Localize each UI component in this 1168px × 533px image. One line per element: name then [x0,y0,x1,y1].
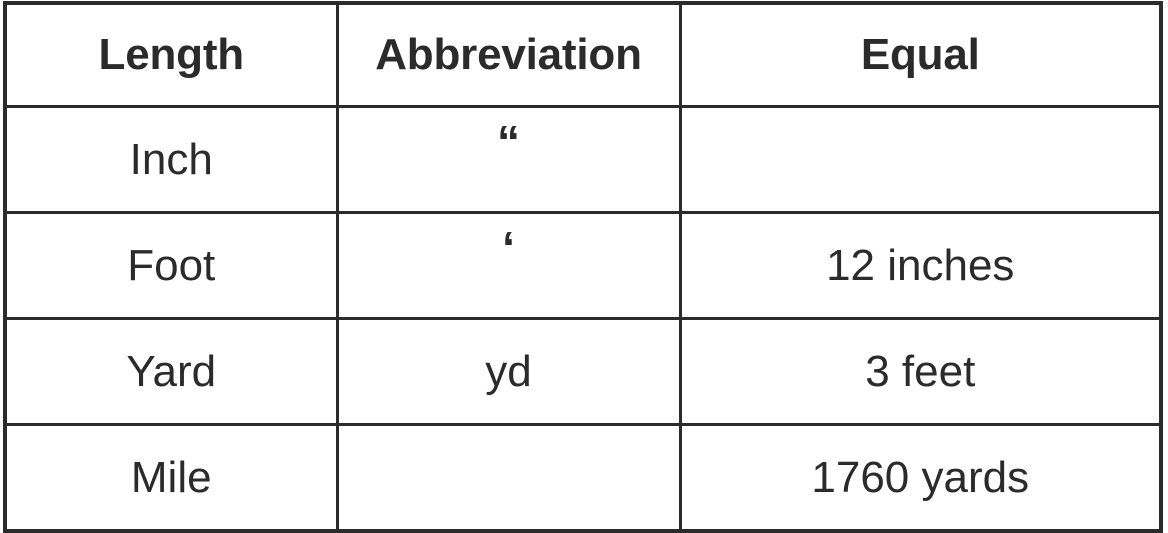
column-header-equal: Equal [678,1,1163,108]
cell-equal-yard: 3 feet [678,317,1163,426]
table-row: Foot ‘ 12 inches [3,211,1163,320]
column-header-abbreviation: Abbreviation [335,1,682,108]
cell-length-inch: Inch [3,105,339,214]
length-units-table: Length Abbreviation Equal Inch “ Foot ‘ … [3,1,1163,533]
column-header-length: Length [3,1,339,108]
double-quote-glyph: “ [497,115,520,168]
cell-abbreviation-mile [335,423,682,533]
cell-length-foot: Foot [3,211,339,320]
cell-abbreviation-inch: “ [335,105,682,214]
cell-abbreviation-foot: ‘ [335,211,682,320]
table-header-row: Length Abbreviation Equal [3,1,1163,108]
cell-equal-inch [678,105,1163,214]
cell-equal-foot: 12 inches [678,211,1163,320]
single-quote-glyph: ‘ [502,221,515,274]
length-units-table-container: Length Abbreviation Equal Inch “ Foot ‘ … [3,1,1163,533]
cell-abbreviation-yard: yd [335,317,682,426]
cell-length-yard: Yard [3,317,339,426]
cell-length-mile: Mile [3,423,339,533]
table-row: Inch “ [3,105,1163,214]
cell-equal-mile: 1760 yards [678,423,1163,533]
table-row: Yard yd 3 feet [3,317,1163,426]
table-row: Mile 1760 yards [3,423,1163,533]
table-header: Length Abbreviation Equal [3,1,1163,108]
table-body: Inch “ Foot ‘ 12 inches Yard yd 3 feet M… [3,105,1163,533]
